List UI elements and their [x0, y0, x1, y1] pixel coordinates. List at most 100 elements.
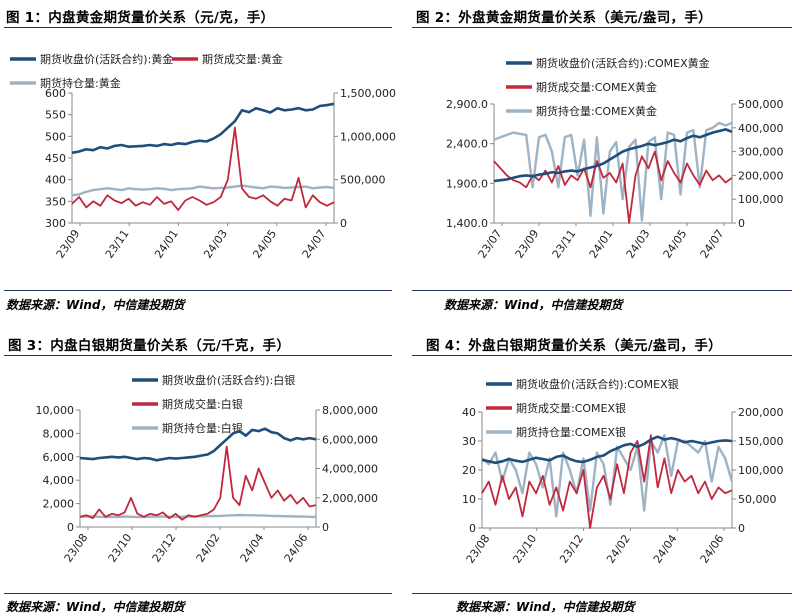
- right-tick-label: 50,000: [738, 493, 777, 506]
- x-tick-label: 23/08: [62, 531, 91, 564]
- chart-source: 数据来源：Wind，中信建投期货: [6, 298, 185, 312]
- legend-label-close: 期货收盘价(活跃合约):黄金: [40, 52, 173, 66]
- left-tick-label: 30: [462, 435, 476, 448]
- x-tick-label: 23/09: [54, 227, 83, 260]
- x-tick-label: 24/05: [661, 227, 690, 260]
- legend-label-close: 期货收盘价(活跃合约):白银: [162, 373, 295, 387]
- right-tick-label: 8,000,000: [322, 404, 378, 417]
- right-tick-label: 1,500,000: [340, 87, 396, 100]
- left-tick-label: 1,900.0: [446, 177, 488, 190]
- left-tick-label: 0: [67, 521, 74, 534]
- series-line-close: [481, 435, 733, 465]
- right-tick-label: 0: [738, 522, 745, 535]
- x-tick-label: 24/03: [624, 227, 653, 260]
- legend-label-volume: 期货成交量:COMEX银: [516, 401, 626, 415]
- chart-2-svg: 期货收盘价(活跃合约):COMEX黄金期货成交量:COMEX黄金期货持仓量:CO…: [446, 56, 784, 261]
- x-tick-label: 23/11: [550, 227, 579, 260]
- left-tick-label: 6,000: [43, 451, 75, 464]
- left-tick-label: 350: [45, 195, 66, 208]
- series-line-oi: [71, 184, 335, 197]
- right-tick-label: 200,000: [738, 406, 784, 419]
- legend-label-oi: 期货持仓量:COMEX银: [516, 425, 626, 439]
- right-tick-label: 100,000: [738, 193, 784, 206]
- series-line-close: [79, 427, 317, 462]
- left-tick-label: 10,000: [36, 404, 75, 417]
- chart-title: 图 2：外盘黄金期货量价关系（美元/盎司，手）: [416, 10, 712, 26]
- source-rule: [412, 593, 792, 594]
- right-tick-label: 200,000: [738, 169, 784, 182]
- title-rule: [4, 355, 392, 356]
- chart-title: 图 4：外盘白银期货量价关系（美元/盎司，手）: [426, 338, 722, 354]
- legend-label-volume: 期货成交量:黄金: [202, 52, 283, 66]
- series-line-volume: [481, 434, 733, 529]
- right-tick-label: 6,000,000: [322, 433, 378, 446]
- left-tick-label: 10: [462, 493, 476, 506]
- right-tick-label: 0: [340, 217, 347, 230]
- left-tick-label: 2,900.0: [446, 98, 488, 111]
- x-tick-label: 23/12: [150, 531, 179, 564]
- right-tick-label: 150,000: [738, 435, 784, 448]
- chart-4-svg: 期货收盘价(活跃合约):COMEX银期货成交量:COMEX银期货持仓量:COME…: [462, 377, 784, 566]
- x-tick-label: 24/04: [651, 532, 680, 565]
- legend-label-close: 期货收盘价(活跃合约):COMEX黄金: [536, 56, 710, 70]
- chart-source: 数据来源：Wind，中信建投期货: [444, 298, 623, 312]
- left-tick-label: 550: [45, 109, 66, 122]
- x-tick-label: 24/02: [194, 531, 223, 564]
- right-tick-label: 0: [738, 217, 745, 230]
- series-line-oi: [493, 121, 733, 222]
- left-tick-label: 20: [462, 464, 476, 477]
- right-tick-label: 100,000: [738, 464, 784, 477]
- right-tick-label: 500,000: [340, 174, 386, 187]
- x-tick-label: 24/07: [300, 227, 329, 260]
- chart-title: 图 1：内盘黄金期货量价关系（元/克，手）: [6, 10, 275, 26]
- legend-label-oi: 期货持仓量:黄金: [40, 76, 121, 90]
- left-tick-label: 450: [45, 152, 66, 165]
- legend-label-volume: 期货成交量:COMEX黄金: [536, 80, 657, 94]
- x-tick-label: 24/06: [282, 531, 311, 564]
- chart-title: 图 3：内盘白银期货量价关系（元/千克，手）: [8, 338, 291, 354]
- series-line-volume: [79, 445, 317, 521]
- series-line-close: [493, 128, 733, 183]
- x-tick-label: 23/10: [510, 532, 539, 565]
- title-rule: [4, 27, 392, 28]
- legend-label-close: 期货收盘价(活跃合约):COMEX银: [516, 377, 679, 391]
- right-tick-label: 2,000,000: [322, 492, 378, 505]
- title-rule: [412, 355, 792, 356]
- x-tick-label: 24/04: [238, 531, 267, 564]
- x-tick-label: 24/01: [152, 227, 181, 260]
- right-tick-label: 300,000: [738, 146, 784, 159]
- right-tick-label: 1,000,000: [340, 130, 396, 143]
- x-tick-label: 23/07: [476, 227, 505, 260]
- x-tick-label: 23/12: [557, 532, 586, 565]
- left-tick-label: 40: [462, 406, 476, 419]
- series-line-close: [71, 102, 335, 155]
- x-tick-label: 24/05: [250, 227, 279, 260]
- x-tick-label: 23/09: [513, 227, 542, 260]
- source-rule: [412, 290, 792, 291]
- x-tick-label: 24/01: [587, 227, 616, 260]
- right-tick-label: 400,000: [738, 122, 784, 135]
- x-tick-label: 24/06: [698, 532, 727, 565]
- left-tick-label: 400: [45, 174, 66, 187]
- chart-source: 数据来源：Wind，中信建投期货: [456, 600, 635, 614]
- x-tick-label: 23/10: [106, 531, 135, 564]
- left-tick-label: 2,400.0: [446, 138, 488, 151]
- x-tick-label: 23/11: [103, 227, 132, 260]
- source-rule: [4, 290, 392, 291]
- source-rule: [4, 593, 392, 594]
- series-line-volume: [71, 126, 335, 211]
- left-tick-label: 4,000: [43, 474, 75, 487]
- x-tick-label: 23/08: [464, 532, 493, 565]
- left-tick-label: 300: [45, 217, 66, 230]
- right-tick-label: 0: [322, 521, 329, 534]
- left-tick-label: 2,000: [43, 498, 75, 511]
- left-tick-label: 600: [45, 87, 66, 100]
- legend-label-oi: 期货持仓量:COMEX黄金: [536, 104, 657, 118]
- left-tick-label: 0: [469, 522, 476, 535]
- right-tick-label: 500,000: [738, 98, 784, 111]
- legend-label-oi: 期货持仓量:白银: [162, 421, 243, 435]
- x-tick-label: 24/03: [201, 227, 230, 260]
- left-tick-label: 8,000: [43, 427, 75, 440]
